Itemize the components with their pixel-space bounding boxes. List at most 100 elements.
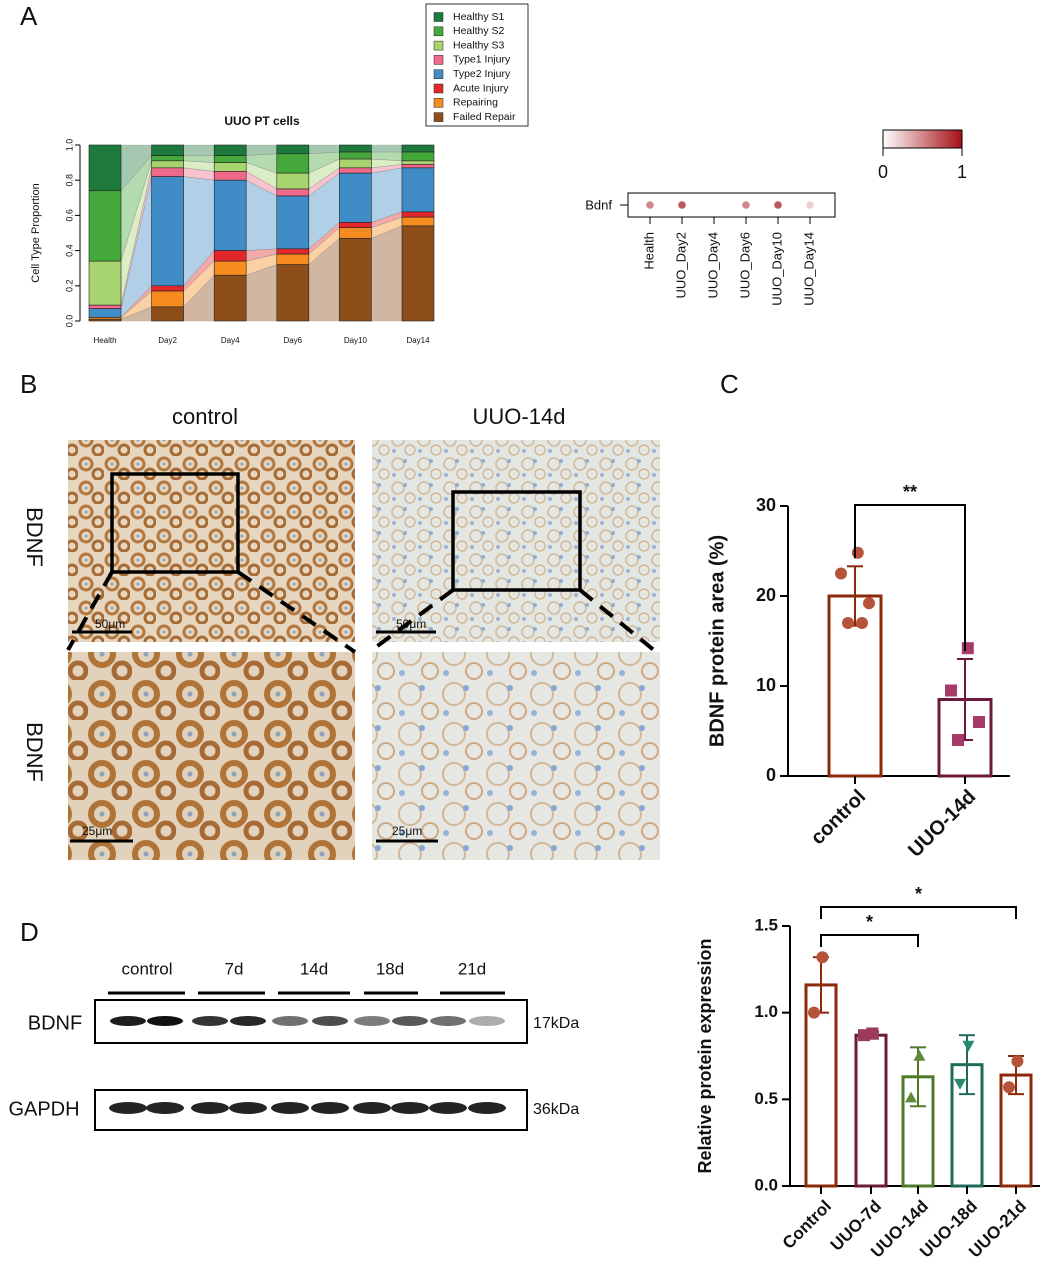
bar-segment — [151, 285, 184, 292]
scale-bar-label: 50μm — [396, 617, 426, 631]
legend-label: Healthy S1 — [453, 11, 505, 23]
dot — [646, 201, 654, 209]
band-label: BDNF — [28, 1012, 82, 1034]
bar-segment — [213, 250, 247, 262]
bar-segment — [339, 222, 372, 229]
point — [961, 642, 974, 655]
dot — [774, 201, 782, 209]
scale-bar-label: 25μm — [82, 824, 112, 838]
x-tick-label: Health — [93, 336, 116, 345]
x-tick-label: UUO_Day10 — [769, 232, 784, 306]
bar-segment — [339, 227, 372, 239]
lane-group-label: 18d — [376, 959, 404, 978]
colorbar-tick-label: 0 — [878, 162, 888, 182]
x-tick-label: Control — [779, 1197, 835, 1253]
y-tick-label: 1.5 — [754, 915, 778, 934]
legend-label: Healthy S3 — [453, 39, 505, 51]
band-size: 17kDa — [533, 1015, 579, 1032]
panel-label: B — [20, 369, 37, 399]
band — [354, 1016, 390, 1026]
x-tick-label: Day14 — [406, 336, 430, 345]
y-tick-label: 0.4 — [64, 244, 74, 257]
point — [1011, 1055, 1024, 1068]
bar-segment — [88, 304, 122, 309]
y-tick-label: 0.0 — [64, 315, 74, 328]
bar-segment — [88, 318, 122, 322]
bar-segment — [213, 179, 247, 251]
band — [109, 1102, 147, 1114]
panel-label: D — [20, 917, 39, 947]
significance-label: ** — [903, 482, 917, 502]
bar-segment — [339, 144, 372, 153]
row-label: BDNF — [22, 507, 47, 567]
point — [856, 617, 868, 629]
legend-label: Healthy S2 — [453, 25, 505, 37]
bar-segment — [276, 195, 310, 250]
band-label: GAPDH — [8, 1098, 79, 1120]
histology-image — [372, 440, 660, 642]
band — [311, 1102, 349, 1114]
legend-swatch — [433, 69, 444, 79]
bar-segment — [339, 151, 372, 160]
dot — [710, 201, 718, 209]
band — [272, 1016, 308, 1026]
flow — [371, 144, 403, 153]
panel-label: C — [720, 369, 739, 399]
bar-segment — [401, 164, 435, 169]
bar-segment — [401, 167, 435, 213]
bar-segment — [151, 167, 184, 177]
bar-segment — [213, 162, 247, 172]
x-tick-label: UUO_Day4 — [705, 232, 720, 298]
bar-segment — [339, 237, 372, 322]
y-tick-label: 20 — [756, 585, 776, 605]
bar-segment — [151, 306, 184, 322]
dot — [678, 201, 686, 209]
bar-segment — [151, 160, 184, 169]
significance-label: * — [915, 884, 922, 904]
point — [863, 597, 875, 610]
bar-segment — [276, 248, 310, 255]
bar-segment — [276, 188, 310, 197]
legend-label: Acute Injury — [453, 82, 509, 94]
bar-segment — [401, 151, 435, 162]
bar-segment — [339, 158, 372, 169]
bar — [854, 1033, 888, 1188]
bar-segment — [213, 171, 247, 181]
bar-segment — [151, 290, 184, 308]
bar-segment — [401, 144, 435, 153]
point — [913, 1050, 926, 1061]
point — [835, 567, 847, 580]
scale-bar-label: 25μm — [392, 824, 422, 838]
point — [1003, 1081, 1015, 1094]
point — [905, 1091, 917, 1103]
legend-swatch — [433, 83, 444, 94]
significance-bracket — [820, 906, 1017, 919]
bar-segment — [401, 211, 435, 218]
legend-swatch — [433, 40, 444, 51]
flow — [371, 225, 403, 322]
dot — [742, 201, 750, 209]
band — [391, 1102, 429, 1114]
band — [192, 1016, 228, 1026]
bar-segment — [213, 144, 247, 156]
point — [952, 734, 964, 746]
legend-label: Repairing — [453, 97, 498, 109]
panel-label: A — [20, 1, 38, 31]
x-tick-label: UUO_Day14 — [801, 232, 816, 306]
point — [954, 1078, 966, 1090]
bar-segment — [88, 308, 122, 318]
scale-bar-label: 50μm — [95, 617, 125, 631]
x-tick-label: Health — [641, 232, 656, 270]
zoom-box — [110, 472, 240, 574]
y-tick-label: 0.2 — [64, 280, 74, 293]
band — [469, 1016, 505, 1026]
band — [230, 1016, 266, 1026]
point — [816, 951, 829, 964]
bar-segment — [151, 155, 184, 162]
band — [110, 1016, 146, 1026]
band — [312, 1016, 348, 1026]
point — [973, 716, 985, 728]
bar-segment — [339, 167, 372, 174]
